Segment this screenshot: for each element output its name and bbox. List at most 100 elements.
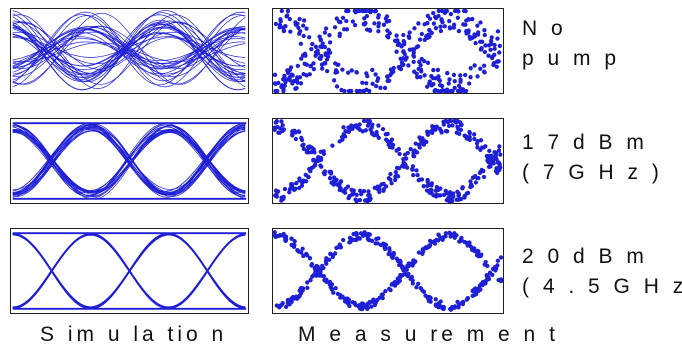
- measurement-eye-17dbm: [272, 118, 504, 204]
- measurement-dot: [452, 231, 457, 236]
- measurement-dot: [342, 296, 347, 301]
- measurement-dot: [463, 22, 468, 27]
- measurement-dot: [452, 9, 458, 14]
- measurement-dot: [360, 301, 365, 306]
- measurement-dot: [481, 168, 486, 174]
- measurement-dot: [307, 166, 312, 172]
- measurement-dot: [309, 149, 314, 155]
- measurement-dot: [382, 85, 388, 91]
- eye-trace-line: [12, 233, 246, 309]
- measurement-dot: [458, 73, 463, 78]
- measurement-dot: [376, 236, 381, 241]
- measurement-dot: [495, 36, 500, 41]
- measurement-dot: [439, 304, 444, 309]
- measurement-dot: [333, 285, 338, 291]
- measurement-dot: [397, 66, 402, 71]
- measurement-dot: [387, 18, 392, 24]
- measurement-dot: [391, 252, 396, 257]
- eye-trace-line: [12, 28, 246, 64]
- measurement-dot: [494, 64, 499, 69]
- measurement-dot: [495, 170, 500, 175]
- measurement-dot: [429, 30, 434, 36]
- measurement-dot: [401, 38, 406, 44]
- measurement-dot: [318, 268, 323, 273]
- measurement-dot: [401, 49, 406, 54]
- measurement-dot: [365, 123, 371, 128]
- measurement-dot: [347, 235, 353, 241]
- measurement-dot: [463, 88, 469, 93]
- measurement-dot: [319, 164, 324, 169]
- measurement-dot: [361, 21, 366, 27]
- measurement-dot: [495, 258, 501, 263]
- measurement-dot: [301, 23, 306, 28]
- measurement-dot: [302, 51, 308, 56]
- measurement-dot: [362, 198, 368, 203]
- measurement-dot: [367, 232, 372, 237]
- measurement-dot: [341, 237, 346, 243]
- measurement-dot: [370, 131, 375, 136]
- measurement-dot: [288, 29, 293, 34]
- measurement-dot: [307, 256, 313, 261]
- measurement-dot: [322, 44, 328, 50]
- measurement-dot: [393, 169, 398, 175]
- meas-dots-svg: [273, 230, 503, 312]
- measurement-dot: [289, 299, 294, 305]
- measurement-dot: [356, 235, 361, 241]
- measurement-dot: [389, 282, 394, 287]
- measurement-dot: [463, 9, 468, 14]
- measurement-dot: [352, 300, 357, 305]
- measurement-dot: [497, 43, 502, 49]
- measurement-dot: [396, 275, 401, 281]
- measurement-dot: [297, 176, 302, 181]
- measurement-dot: [307, 144, 313, 149]
- measurement-dot: [294, 77, 300, 82]
- measurement-dot: [344, 18, 349, 24]
- measurement-dot: [479, 252, 484, 257]
- measurement-dot: [290, 132, 295, 138]
- measurement-dot: [340, 15, 346, 21]
- measurement-dot: [380, 295, 385, 301]
- measurement-dot: [419, 177, 425, 182]
- measurement-dot: [483, 259, 488, 265]
- measurement-dot: [354, 69, 359, 75]
- measurement-dot: [301, 146, 307, 152]
- measurement-dot: [426, 244, 431, 249]
- measurement-dot: [410, 167, 415, 172]
- measurement-dot: [301, 253, 306, 259]
- measurement-dot: [481, 145, 486, 150]
- measurement-dot: [334, 16, 339, 21]
- measurement-dot: [352, 9, 357, 14]
- measurement-dot: [387, 144, 393, 150]
- measurement-dot: [414, 285, 419, 290]
- measurement-dot: [449, 198, 455, 203]
- measurement-dot: [478, 20, 483, 25]
- measurement-dot: [376, 29, 381, 34]
- measurement-dot: [450, 123, 455, 128]
- measurement-dot: [310, 41, 315, 47]
- measurement-dot: [278, 303, 283, 309]
- eye-trace-line: [12, 22, 246, 70]
- measurement-dot: [483, 43, 488, 48]
- measurement-dot: [419, 56, 424, 62]
- measurement-dot: [298, 81, 304, 86]
- measurement-dot: [475, 74, 480, 79]
- measurement-dot: [283, 79, 288, 85]
- measurement-dot: [472, 32, 477, 37]
- eye-trace-line: [12, 10, 246, 83]
- measurement-dot: [475, 23, 480, 28]
- measurement-dot: [301, 142, 306, 147]
- measurement-dot: [327, 279, 333, 285]
- measurement-dot: [273, 230, 277, 235]
- measurement-dot: [337, 180, 343, 186]
- measurement-dot: [498, 255, 503, 260]
- measurement-dot: [354, 123, 359, 128]
- measurement-dot: [301, 18, 307, 23]
- measurement-dot: [285, 9, 291, 14]
- measurement-dot: [407, 262, 412, 267]
- measurement-dot: [491, 161, 496, 166]
- measurement-dot: [448, 234, 453, 239]
- measurement-dot: [334, 245, 339, 250]
- meas-dots-svg: [273, 119, 503, 203]
- measurement-dot: [357, 88, 363, 93]
- measurement-dot: [295, 63, 300, 68]
